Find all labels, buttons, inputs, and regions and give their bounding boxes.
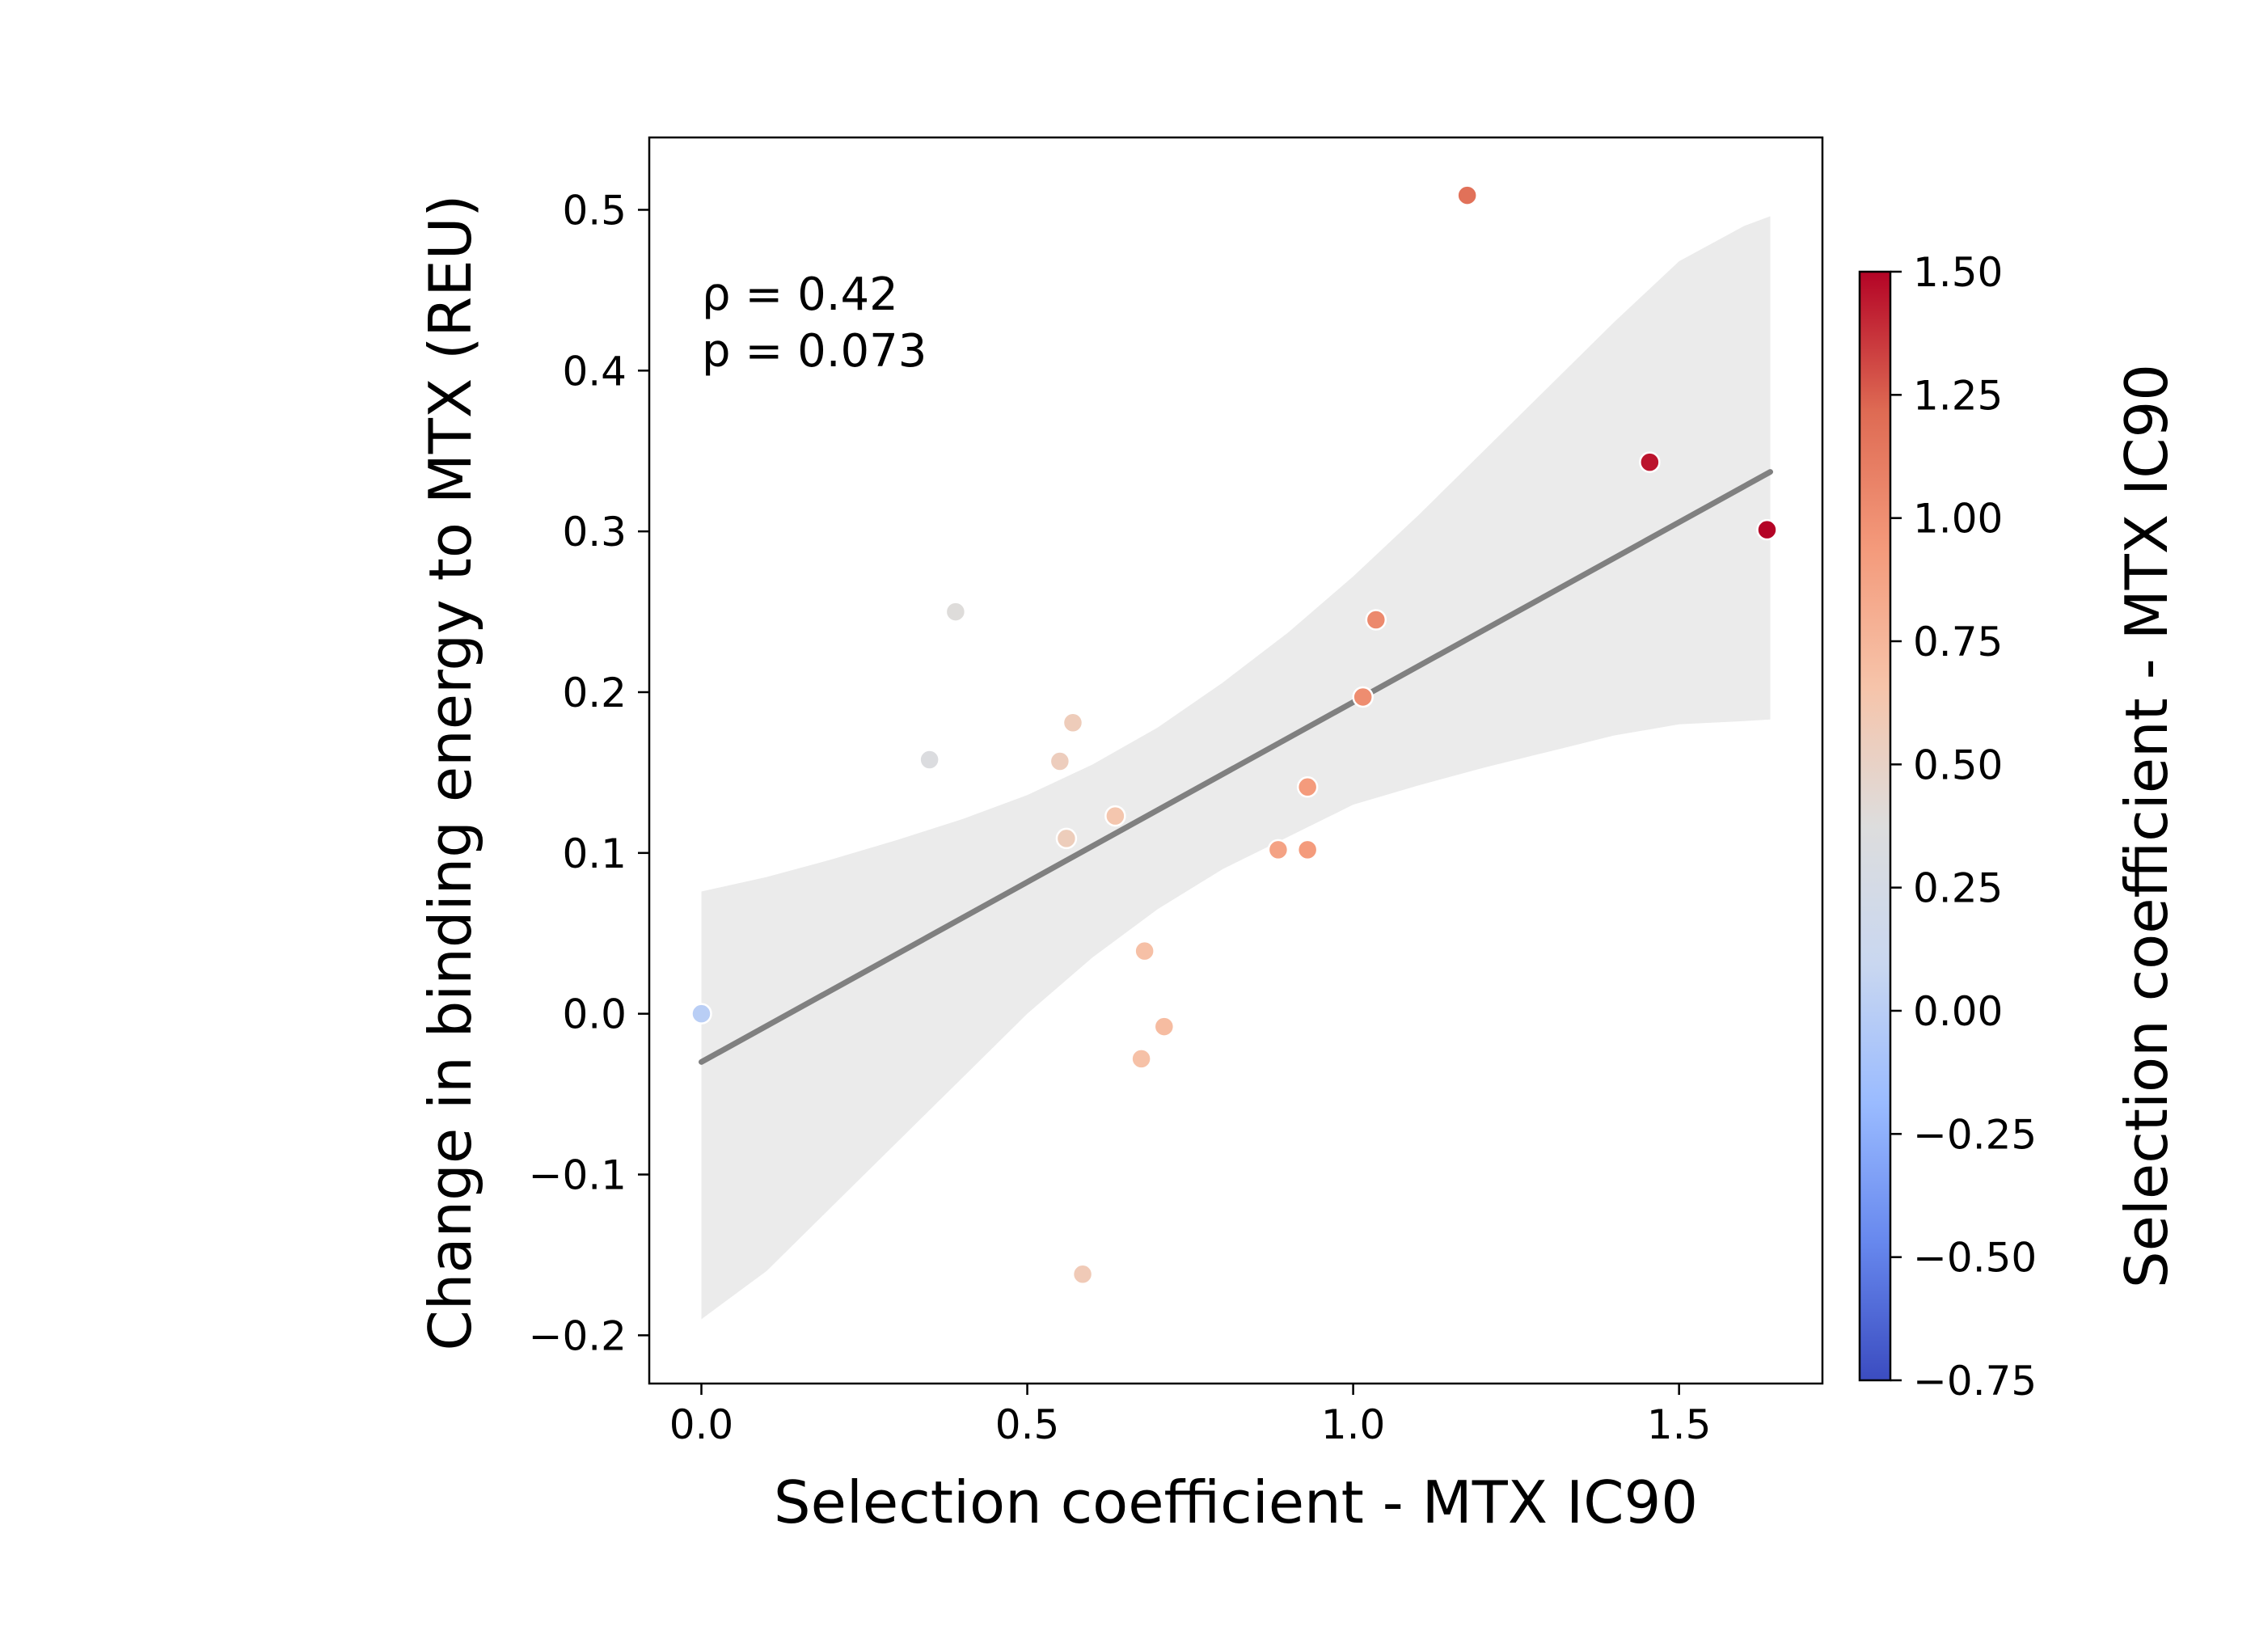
y-axis-ticks: −0.2 −0.1 0.0 0.1 0.2 0.3 0.4 0.5 — [529, 187, 649, 1359]
colorbar-tick-label: 1.50 — [1913, 249, 2003, 296]
data-point-5 — [1062, 712, 1084, 734]
colorbar-tick-label: −0.25 — [1913, 1111, 2037, 1158]
data-point-11 — [1267, 839, 1290, 861]
x-axis-title: Selection coefficient - MTX IC90 — [774, 1468, 1698, 1536]
data-point-16 — [1456, 184, 1478, 206]
data-point-4 — [1055, 827, 1078, 850]
rho-annotation: ρ = 0.42 — [702, 268, 898, 321]
y-tick-label: 0.0 — [562, 991, 627, 1038]
colorbar-tick-label: 1.00 — [1913, 496, 2003, 543]
x-tick-label: 0.0 — [669, 1401, 734, 1448]
data-point-0 — [690, 1003, 712, 1025]
data-point-7 — [1104, 805, 1126, 827]
data-point-3 — [1049, 750, 1071, 772]
data-point-9 — [1134, 940, 1155, 962]
y-tick-label: 0.4 — [562, 348, 627, 395]
y-tick-label: 0.5 — [562, 187, 627, 234]
colorbar-tick-label: −0.75 — [1913, 1358, 2037, 1405]
plot-frame — [648, 136, 1824, 1385]
colorbar-tick-label: 0.50 — [1913, 741, 2003, 788]
regression-layer — [698, 469, 1774, 1065]
p-value-annotation: p = 0.073 — [702, 325, 927, 378]
data-point-12 — [1296, 839, 1319, 861]
x-axis-ticks: 0.0 0.5 1.0 1.5 — [669, 1384, 1712, 1448]
y-tick-label: 0.3 — [562, 509, 627, 556]
regression-line — [698, 469, 1774, 1065]
y-tick-label: 0.1 — [562, 830, 627, 877]
y-tick-label: 0.2 — [562, 670, 627, 716]
colorbar-tick-label: 0.00 — [1913, 988, 2003, 1035]
data-points-layer — [690, 184, 1778, 1286]
data-point-15 — [1365, 609, 1387, 631]
x-tick-label: 0.5 — [995, 1401, 1060, 1448]
colorbar-tick-label: −0.50 — [1913, 1235, 2037, 1282]
colorbar-tick-label: 0.75 — [1913, 619, 2003, 665]
y-tick-label: −0.2 — [529, 1312, 627, 1359]
data-point-13 — [1296, 776, 1319, 798]
data-point-2 — [944, 601, 967, 623]
x-tick-label: 1.5 — [1647, 1401, 1712, 1448]
x-tick-label: 1.0 — [1321, 1401, 1386, 1448]
data-point-6 — [1071, 1263, 1094, 1286]
colorbar — [1858, 270, 1892, 1382]
colorbar-tick-label: 1.25 — [1913, 372, 2003, 419]
colorbar-ticks: 1.50 1.25 1.00 0.75 0.50 0.25 0.00 −0.25 −0.50 −0… — [1890, 249, 2037, 1405]
data-point-17 — [1639, 451, 1661, 473]
colorbar-title: Selection coefficient - MTX IC90 — [2113, 364, 2181, 1288]
y-tick-label: −0.1 — [529, 1152, 627, 1199]
data-point-10 — [1153, 1016, 1176, 1037]
data-point-8 — [1130, 1048, 1152, 1070]
colorbar-tick-label: 0.25 — [1913, 865, 2003, 912]
data-point-1 — [918, 749, 940, 771]
y-axis-title: Change in binding energy to MTX (REU) — [416, 195, 484, 1351]
data-point-14 — [1352, 686, 1374, 708]
data-point-18 — [1756, 518, 1778, 541]
